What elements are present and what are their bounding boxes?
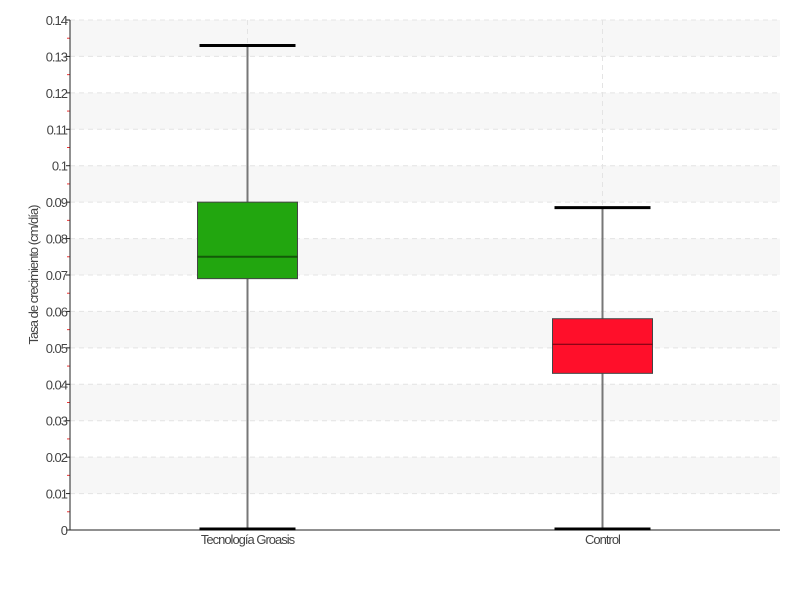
grid-band (70, 311, 780, 348)
grid-band (70, 384, 780, 421)
y-tick-label: 0.07 (46, 268, 68, 283)
y-tick-label: 0 (61, 523, 68, 538)
y-tick-label: 0.11 (47, 122, 68, 137)
y-tick-label: 0.02 (46, 450, 68, 465)
x-tick-label: Tecnología Groasis (201, 532, 296, 547)
y-tick-label: 0.13 (46, 49, 68, 64)
y-tick-label: 0.12 (46, 86, 68, 101)
grid-band (70, 92, 780, 130)
y-tick-label: 0.01 (46, 487, 68, 502)
box-0 (197, 201, 298, 280)
box-1 (552, 318, 653, 374)
y-axis-label: Tasa de crecimiento (cm/día) (26, 205, 41, 345)
grid-band (70, 457, 780, 494)
grid-band (70, 20, 780, 57)
x-tick-label: Control (585, 532, 621, 547)
grid-band (70, 238, 780, 275)
y-tick-label: 0.04 (46, 377, 68, 392)
y-tick-label: 0.14 (46, 13, 68, 28)
y-tick-label: 0.06 (46, 304, 68, 319)
grid-band (70, 165, 780, 203)
y-tick-label: 0.09 (46, 195, 68, 210)
y-tick-label: 0.08 (46, 232, 68, 247)
y-tick-label: 0.03 (46, 414, 68, 429)
y-tick-label: 0.1 (52, 159, 68, 174)
y-tick-label: 0.05 (46, 341, 68, 356)
